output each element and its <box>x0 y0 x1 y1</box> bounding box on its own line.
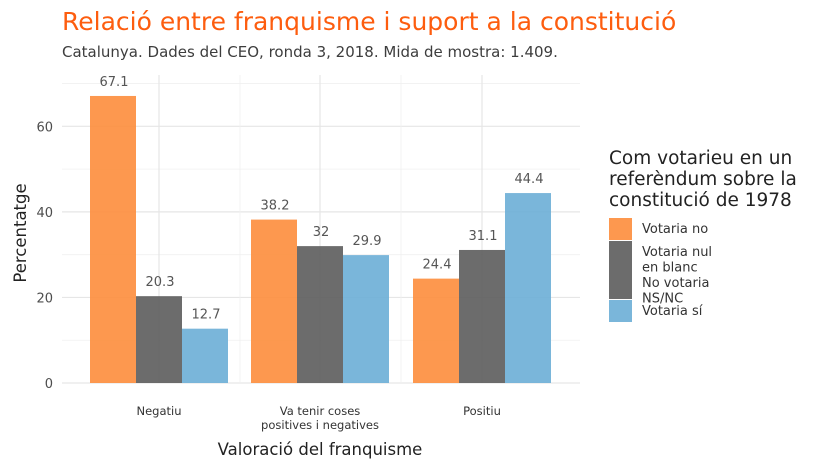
legend-title: constitució de 1978 <box>609 190 792 211</box>
x-tick-label: Negatiu <box>136 404 181 418</box>
x-tick-label: Va tenir coses <box>280 404 361 418</box>
bar <box>343 255 389 383</box>
bars-layer <box>90 95 551 383</box>
data-label: 67.1 <box>100 75 129 90</box>
legend-key <box>609 218 632 240</box>
legend-key <box>609 241 632 299</box>
data-labels: 67.1 38.2 24.4 20.3 32 31.1 12.7 29.9 44.4 <box>100 75 544 323</box>
bar <box>251 219 297 383</box>
data-label: 20.3 <box>146 275 175 290</box>
chart-subtitle: Catalunya. Dades del CEO, ronda 3, 2018.… <box>62 43 558 61</box>
x-axis-label: Valoració del franquisme <box>218 440 423 459</box>
x-tick-label: Positiu <box>463 404 501 418</box>
data-label: 32 <box>313 225 330 240</box>
bar <box>136 296 182 383</box>
bar <box>459 249 505 383</box>
legend-label: Votaria nul <box>642 245 712 260</box>
chart-title: Relació entre franquisme i suport a la c… <box>62 7 676 36</box>
bar <box>505 193 551 383</box>
y-axis-label: Percentatge <box>11 183 30 282</box>
legend-key <box>609 300 632 322</box>
y-tick-label: 0 <box>45 377 53 392</box>
bar <box>297 246 343 383</box>
y-tick-labels: 0 20 40 60 <box>36 120 53 392</box>
bar <box>413 278 459 383</box>
legend-title: Com votarieu en un <box>609 148 792 169</box>
data-label: 12.7 <box>192 308 221 323</box>
data-label: 29.9 <box>353 234 382 249</box>
legend-label: No votaria <box>642 276 709 291</box>
y-tick-label: 40 <box>36 206 53 221</box>
legend-label: en blanc <box>642 261 698 276</box>
legend-title: referèndum sobre la <box>609 169 797 190</box>
x-tick-label: positives i negatives <box>261 418 379 432</box>
data-label: 31.1 <box>469 229 498 244</box>
y-tick-label: 60 <box>36 120 53 135</box>
legend-label: Votaria no <box>642 222 708 237</box>
data-label: 44.4 <box>515 172 544 187</box>
data-label: 38.2 <box>261 199 290 214</box>
legend-label: NS/NC <box>642 292 683 307</box>
y-tick-label: 20 <box>36 291 53 306</box>
bar <box>182 328 228 383</box>
legend-label: Votaria sí <box>642 304 703 319</box>
bar <box>90 95 136 383</box>
data-label: 24.4 <box>423 258 452 273</box>
